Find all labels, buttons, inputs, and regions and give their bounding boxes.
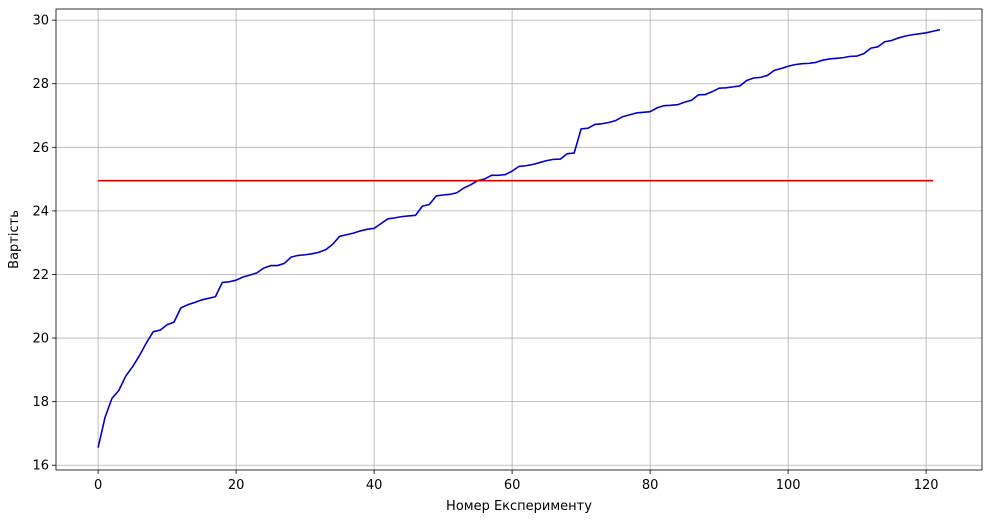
x-tick-label: 40 [366, 478, 383, 493]
y-tick-label: 30 [32, 14, 49, 29]
y-tick-label: 16 [32, 459, 49, 474]
ticks: 0 20 40 60 80 100 120 16 18 20 22 24 26 28 30 [32, 14, 938, 493]
series-line-cost [97, 28, 941, 448]
x-tick-label: 100 [776, 478, 801, 493]
x-tick-label: 20 [228, 478, 245, 493]
x-tick-label: 60 [504, 478, 521, 493]
y-axis-label: Вартість [7, 210, 22, 269]
y-tick-label: 24 [32, 204, 49, 219]
x-tick-label: 120 [914, 478, 939, 493]
x-tick-label: 80 [642, 478, 659, 493]
series-group [97, 28, 941, 448]
x-axis-label: Номер Експерименту [446, 499, 592, 514]
y-tick-label: 26 [32, 141, 49, 156]
y-tick-label: 28 [32, 77, 49, 92]
y-tick-label: 18 [32, 395, 49, 410]
y-tick-label: 22 [32, 268, 49, 283]
x-tick-label: 0 [94, 478, 102, 493]
plot-frame [55, 8, 983, 471]
y-tick-label: 20 [32, 332, 49, 347]
grid [56, 9, 982, 470]
